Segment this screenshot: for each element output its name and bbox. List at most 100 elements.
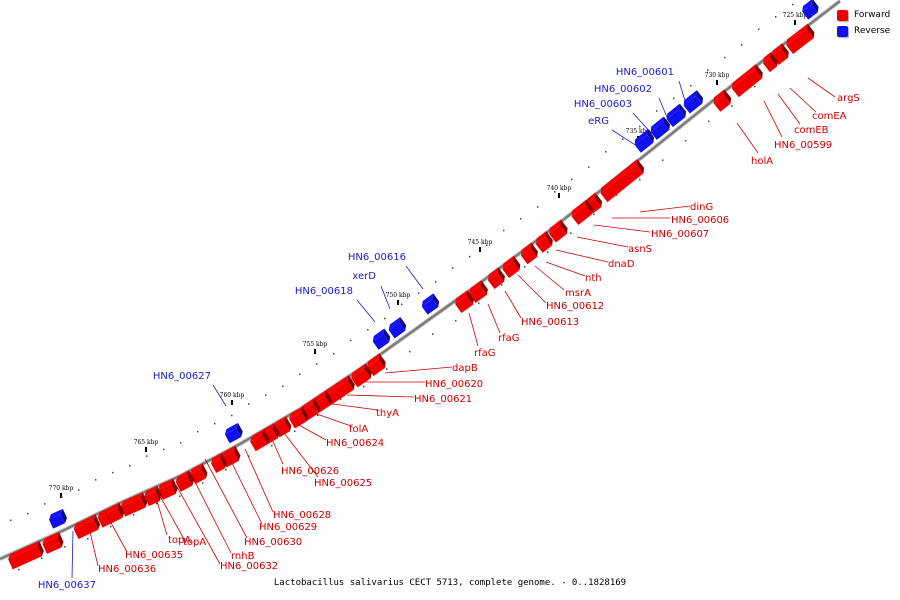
reverse-gene <box>666 103 686 128</box>
forward-gene-label: topA <box>168 535 191 546</box>
minor-tick <box>64 546 66 548</box>
forward-gene-label: HN6_00626 <box>281 466 339 477</box>
minor-tick <box>593 213 595 215</box>
forward-gene-label: comEB <box>794 125 829 136</box>
minor-tick <box>418 292 420 294</box>
label-leader-line <box>576 236 629 248</box>
minor-tick <box>409 350 411 353</box>
label-leader-line <box>71 530 74 579</box>
minor-tick <box>110 525 112 528</box>
forward-gene <box>586 192 603 214</box>
minor-tick <box>452 267 454 269</box>
minor-tick <box>133 514 135 516</box>
label-leader-line <box>611 129 641 149</box>
reverse-gene-label: xerD <box>352 271 376 282</box>
minor-tick <box>350 339 352 342</box>
forward-gene-label: thyA <box>376 408 399 419</box>
legend-forward: Forward <box>837 7 900 23</box>
forward-gene-label: dnaD <box>608 259 635 270</box>
minor-tick <box>486 244 488 246</box>
minor-tick <box>282 385 284 387</box>
forward-gene <box>211 453 227 473</box>
label-leader-line <box>154 493 168 536</box>
reverse-gene-label: HN6_00602 <box>594 84 652 95</box>
scale-tick-label: 750 kbp <box>386 292 411 299</box>
forward-gene-label: dapB <box>452 363 478 374</box>
forward-gene <box>144 485 162 507</box>
reverse-gene <box>634 129 654 153</box>
minor-tick <box>225 469 227 471</box>
forward-gene-label: msrA <box>565 288 591 299</box>
minor-tick <box>202 482 204 484</box>
minor-tick <box>792 3 794 6</box>
label-leader-line <box>212 384 227 407</box>
forward-gene-label: HN6_00621 <box>414 394 472 405</box>
label-leader-line <box>87 522 99 567</box>
minor-tick <box>129 464 131 467</box>
forward-gene-label: HN6_00599 <box>774 140 832 151</box>
reverse-swatch <box>837 25 848 37</box>
minor-tick <box>708 120 710 123</box>
reverse-gene <box>802 0 819 20</box>
minor-tick <box>163 448 165 451</box>
minor-tick <box>673 97 675 100</box>
label-leader-line <box>632 112 653 135</box>
label-leader-line <box>534 265 565 291</box>
minor-tick <box>248 455 250 457</box>
label-leader-line <box>324 402 379 411</box>
forward-gene <box>158 478 178 500</box>
minor-tick <box>639 125 641 128</box>
reverse-gene-label: HN6_00618 <box>295 286 353 297</box>
label-leader-line <box>270 436 284 465</box>
label-leader-line <box>468 312 479 347</box>
minor-tick <box>662 159 664 161</box>
label-leader-line <box>555 249 609 263</box>
reverse-gene-label: HN6_00603 <box>574 99 632 110</box>
forward-gene-label: HN6_00606 <box>671 215 729 226</box>
forward-gene <box>520 242 538 265</box>
forward-gene-label: rfaG <box>498 333 520 344</box>
minor-tick <box>537 206 539 208</box>
minor-tick <box>27 512 29 515</box>
reverse-gene <box>683 90 703 114</box>
minor-tick <box>333 353 335 355</box>
forward-gene-label: HN6_00636 <box>98 564 156 575</box>
forward-gene <box>600 159 645 203</box>
minor-tick <box>384 317 386 320</box>
forward-gene <box>73 514 101 540</box>
minor-tick <box>724 56 726 59</box>
reverse-gene-label: HN6_00627 <box>153 371 211 382</box>
forward-gene <box>367 353 386 377</box>
minor-tick <box>685 140 687 142</box>
forward-gene <box>250 429 270 452</box>
label-leader-line <box>504 290 522 319</box>
minor-tick <box>87 537 89 540</box>
scale-tick-label: 735 kbp <box>626 128 651 135</box>
minor-tick <box>248 403 250 405</box>
forward-gene-label: HN6_00629 <box>259 522 317 533</box>
minor-tick <box>317 414 319 417</box>
legend-reverse-label: Reverse <box>854 26 891 36</box>
scale-tick <box>716 80 718 85</box>
label-leader-line <box>517 274 547 304</box>
backbone-shadow <box>0 0 842 561</box>
label-leader-line <box>159 495 185 540</box>
label-leader-line <box>225 450 263 525</box>
reverse-gene-label: eRG <box>588 116 609 127</box>
minor-tick <box>478 302 480 304</box>
minor-tick <box>741 44 743 46</box>
minor-tick <box>520 218 522 220</box>
forward-gene-label: rnhB <box>231 551 255 562</box>
minor-tick <box>656 110 658 112</box>
scale-tick-label: 760 kbp <box>220 392 245 399</box>
scale-tick <box>479 247 481 252</box>
forward-swatch <box>837 9 848 21</box>
scale-tick <box>60 493 62 498</box>
reverse-gene <box>372 328 391 350</box>
scale-tick <box>145 447 147 452</box>
reverse-gene <box>650 116 670 140</box>
forward-gene-label: HN6_00625 <box>314 478 372 489</box>
forward-gene-label: HN6_00613 <box>521 317 579 328</box>
